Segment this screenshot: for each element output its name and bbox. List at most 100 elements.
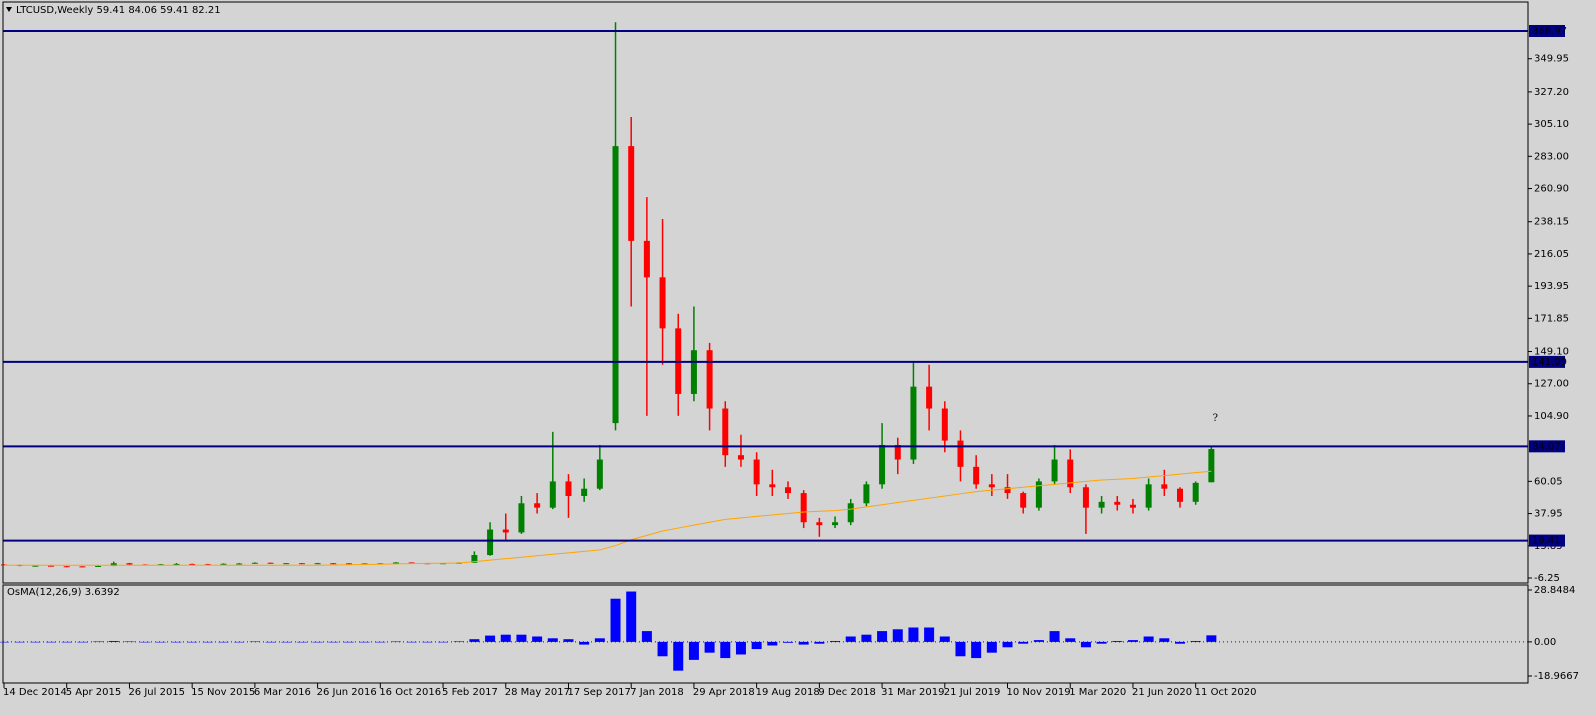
osma-bar <box>971 641 982 659</box>
level-label-box <box>1529 534 1565 547</box>
osma-bar <box>767 641 778 646</box>
osma-bar <box>861 634 872 642</box>
y-tick-label: -6.25 <box>1534 573 1560 584</box>
osma-bar <box>1033 640 1044 642</box>
osma-bar <box>485 635 496 642</box>
osma-bar <box>155 641 166 643</box>
candle-body <box>722 408 729 456</box>
candle-body <box>502 529 509 533</box>
y-tick-label: 238.15 <box>1534 217 1569 228</box>
candle-body <box>330 563 337 565</box>
candle-body <box>863 484 870 504</box>
osma-bar <box>61 641 72 643</box>
osma-bar <box>171 641 182 643</box>
candle-body <box>1177 488 1183 502</box>
y-tick-label: 349.95 <box>1534 54 1569 65</box>
osma-bar <box>547 638 558 642</box>
x-tick-label: 26 Jun 2016 <box>317 687 377 698</box>
x-tick-label: 9 Dec 2018 <box>818 687 876 698</box>
y-tick-label: 104.90 <box>1534 411 1569 422</box>
osma-bar <box>924 627 935 642</box>
level-label: 19.41 <box>1532 536 1561 547</box>
osma-bar <box>1002 641 1013 648</box>
candle-body <box>63 566 70 568</box>
candle-body <box>988 484 995 488</box>
candle-body <box>581 488 588 496</box>
x-tick-label: 6 Mar 2016 <box>254 687 311 698</box>
osma-bar <box>218 641 229 643</box>
candle-body <box>1020 493 1027 508</box>
osma-bar <box>438 641 449 643</box>
candle-body <box>126 563 133 565</box>
osma-bar <box>140 641 151 643</box>
osma-bar <box>563 639 574 642</box>
candle-body <box>251 562 258 564</box>
y-tick-label: 149.10 <box>1534 347 1569 358</box>
osma-bar <box>594 638 605 642</box>
candle-body <box>361 563 368 565</box>
candle-body <box>471 555 478 563</box>
osma-bar <box>1080 641 1091 648</box>
osma-title: OsMA(12,26,9) 3.6392 <box>7 587 120 598</box>
osma-bar <box>939 636 950 642</box>
osma-bar <box>124 641 135 643</box>
osma-bar <box>1096 641 1107 644</box>
candle-body <box>1004 487 1011 494</box>
candle-body <box>1082 487 1089 508</box>
candle-body <box>314 563 321 565</box>
osma-bar <box>1206 635 1217 642</box>
candle-body <box>1129 504 1136 508</box>
osma-bar <box>249 641 260 643</box>
menu-arrow <box>6 7 12 12</box>
osma-bar <box>281 641 292 643</box>
candle-body <box>220 563 227 565</box>
y-tick-label: 37.95 <box>1534 509 1563 520</box>
main-frame <box>2 1 1529 584</box>
candle-body <box>95 565 102 567</box>
candle-body <box>518 503 525 533</box>
osma-bar <box>877 631 888 642</box>
osma-bar <box>735 641 746 655</box>
candle-body <box>157 564 164 566</box>
osma-bar <box>783 641 793 643</box>
osma-bar <box>391 641 401 643</box>
candle-body <box>753 459 760 485</box>
osma-bar <box>688 641 699 660</box>
y-tick-label: -18.9667 <box>1534 671 1579 682</box>
candle-body <box>785 487 791 494</box>
y-tick-label: 28.8484 <box>1534 585 1575 596</box>
osma-bar <box>986 641 997 653</box>
osma-bar <box>1159 638 1170 642</box>
osma-bar <box>422 641 433 643</box>
candle-body <box>1051 459 1058 482</box>
level-label: 141.99 <box>1532 357 1567 368</box>
osma-bar <box>892 629 903 642</box>
x-tick-label: 15 Nov 2015 <box>191 687 255 698</box>
osma-bar <box>1065 638 1076 642</box>
osma-bar <box>798 641 809 645</box>
level-label: 368.97 <box>1532 26 1567 37</box>
osma-bar <box>14 641 25 643</box>
osma-bar <box>375 641 386 643</box>
level-label-box <box>1529 440 1565 453</box>
candle-body <box>79 566 86 568</box>
candle-body <box>643 240 650 278</box>
osma-bar <box>500 634 511 642</box>
osma-bar <box>234 641 245 643</box>
candle-body <box>769 484 776 488</box>
osma-bar <box>469 639 480 642</box>
x-tick-label: 26 Jul 2015 <box>128 687 185 698</box>
x-tick-label: 21 Jun 2020 <box>1132 687 1192 698</box>
candle-body <box>48 565 55 567</box>
y-tick-label: 327.20 <box>1534 87 1569 98</box>
y-tick-label: 0.00 <box>1534 637 1556 648</box>
x-tick-label: 11 Oct 2020 <box>1195 687 1257 698</box>
moving-average <box>4 470 1212 566</box>
candle-body <box>298 563 305 565</box>
y-tick-label: 305.10 <box>1534 119 1569 130</box>
candle-body <box>894 444 901 460</box>
candle-body <box>204 564 211 566</box>
candle-body <box>549 481 556 508</box>
